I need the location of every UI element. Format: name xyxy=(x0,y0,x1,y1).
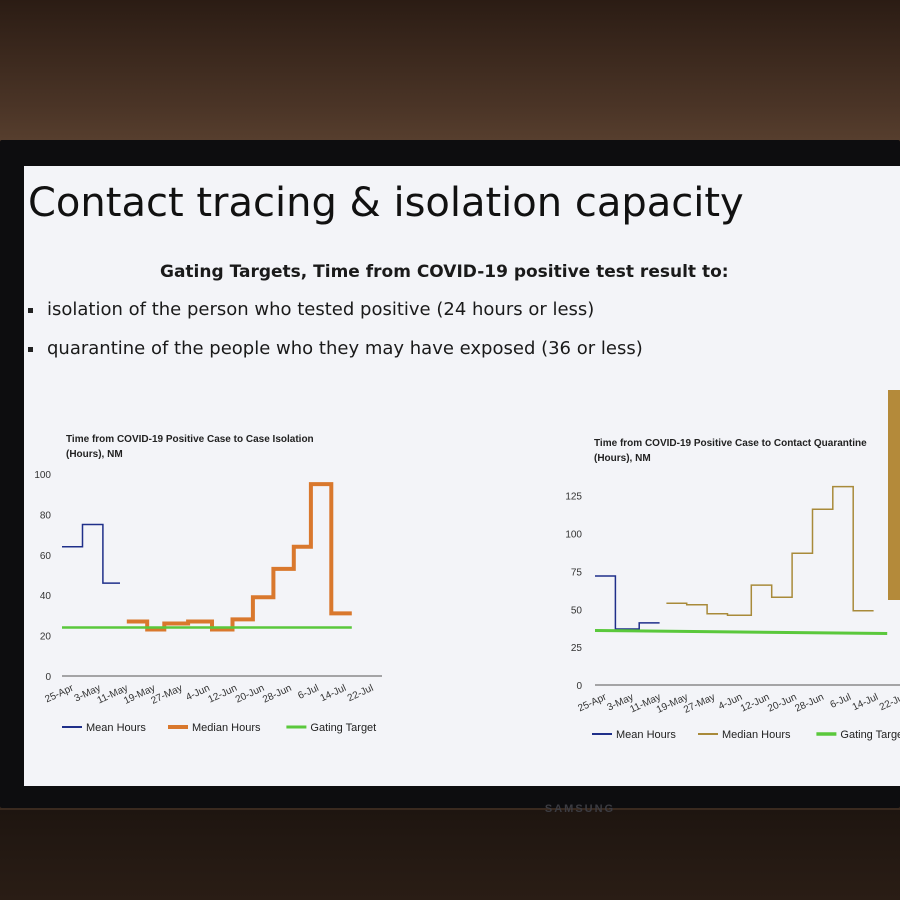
x-tick-label: 27-May xyxy=(682,692,717,716)
bullet-dot-icon xyxy=(28,346,33,352)
chart-title-line: Time from COVID-19 Positive Case to Cont… xyxy=(594,438,867,449)
median-hours-series-line xyxy=(126,482,352,632)
x-tick-label: 14-Jul xyxy=(319,683,348,704)
x-tick-label: 4-Jun xyxy=(184,683,211,704)
x-tick-label: 25-Apr xyxy=(43,682,75,705)
mean-hours-series-line xyxy=(62,523,120,584)
mean-hours-legend-label: Mean Hours xyxy=(86,722,146,734)
y-tick-label: 100 xyxy=(565,530,582,541)
x-tick-label: 27-May xyxy=(149,683,184,707)
y-tick-label: 25 xyxy=(571,643,583,654)
gating-target-legend-label: Gating Target xyxy=(840,729,900,741)
y-tick-label: 40 xyxy=(40,591,52,602)
x-tick-label: 6-Jul xyxy=(296,683,320,702)
median-hours-legend-label: Median Hours xyxy=(722,729,791,741)
y-tick-label: 80 xyxy=(40,510,52,521)
desk-surface xyxy=(0,810,900,900)
y-tick-label: 0 xyxy=(576,681,582,692)
x-tick-label: 12-Jun xyxy=(207,683,239,706)
bullet-item: quarantine of the people who they may ha… xyxy=(28,338,643,359)
y-tick-label: 100 xyxy=(34,470,51,481)
slide-edge-accent xyxy=(888,390,900,600)
chart-title-line: (Hours), NM xyxy=(66,449,123,460)
x-tick-label: 22-Jul xyxy=(878,692,900,713)
x-tick-label: 20-Jun xyxy=(766,692,798,715)
y-tick-label: 0 xyxy=(45,672,51,683)
quarantine-time-chart: Time from COVID-19 Positive Case to Cont… xyxy=(565,438,900,741)
x-tick-label: 6-Jul xyxy=(829,692,853,711)
x-tick-label: 22-Jul xyxy=(346,683,375,704)
bullet-item: isolation of the person who tested posit… xyxy=(28,299,594,320)
presentation-slide: Contact tracing & isolation capacity Gat… xyxy=(24,166,900,786)
bullet-text: quarantine of the people who they may ha… xyxy=(47,338,643,359)
isolation-time-chart: Time from COVID-19 Positive Case to Case… xyxy=(34,434,382,734)
y-tick-label: 20 xyxy=(40,632,52,643)
mean-hours-series-line xyxy=(595,575,660,630)
x-tick-label: 12-Jun xyxy=(739,692,771,715)
chart-title-line: Time from COVID-19 Positive Case to Case… xyxy=(66,434,314,445)
y-tick-label: 60 xyxy=(40,551,52,562)
x-tick-label: 25-Apr xyxy=(576,691,608,714)
background-wall xyxy=(0,0,900,150)
bullet-text: isolation of the person who tested posit… xyxy=(47,299,595,320)
monitor-brand-logo: SAMSUNG xyxy=(544,803,616,815)
y-tick-label: 125 xyxy=(565,492,582,503)
y-tick-label: 75 xyxy=(571,567,583,578)
slide-title: Contact tracing & isolation capacity xyxy=(28,180,744,226)
x-tick-label: 28-Jun xyxy=(261,683,293,706)
chart-title-line: (Hours), NM xyxy=(594,453,651,464)
slide-subtitle: Gating Targets, Time from COVID-19 posit… xyxy=(160,262,729,282)
y-tick-label: 50 xyxy=(571,605,583,616)
gating-target-legend-label: Gating Target xyxy=(310,722,376,734)
gating-target-series-line xyxy=(594,629,888,635)
x-tick-label: 14-Jul xyxy=(851,692,880,713)
median-hours-series-line xyxy=(666,485,874,617)
bullet-dot-icon xyxy=(28,307,33,313)
x-tick-label: 28-Jun xyxy=(793,692,825,715)
median-hours-legend-label: Median Hours xyxy=(192,722,261,734)
x-tick-label: 20-Jun xyxy=(234,683,266,706)
mean-hours-legend-label: Mean Hours xyxy=(616,729,676,741)
